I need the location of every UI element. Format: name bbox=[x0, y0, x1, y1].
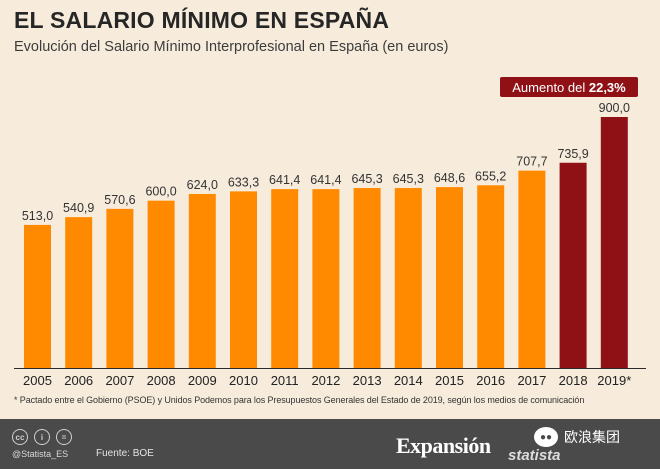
x-tick-label: 2018 bbox=[559, 373, 588, 388]
bar-2013 bbox=[353, 188, 381, 368]
value-label: 707,7 bbox=[516, 155, 547, 169]
statista-handle: @Statista_ES bbox=[12, 449, 69, 459]
bar-2008 bbox=[147, 200, 175, 368]
bar-2016 bbox=[477, 185, 505, 368]
x-tick-label: 2006 bbox=[64, 373, 93, 388]
license-icons: cc i = bbox=[12, 429, 72, 445]
expansion-logo: Expansión bbox=[396, 433, 491, 458]
annotation-value: 22,3% bbox=[589, 80, 626, 95]
x-tick-label: 2005 bbox=[23, 373, 52, 388]
footnote: * Pactado entre el Gobierno (PSOE) y Uni… bbox=[14, 395, 585, 405]
x-tick-label: 2019* bbox=[597, 373, 631, 388]
chart-title: EL SALARIO MÍNIMO EN ESPAÑA bbox=[14, 7, 390, 33]
value-label: 633,3 bbox=[228, 175, 259, 189]
bar-2009 bbox=[188, 193, 216, 368]
x-tick-label: 2014 bbox=[394, 373, 423, 388]
value-label: 900,0 bbox=[599, 101, 630, 115]
footer-bar: cc i = @Statista_ES Fuente: BOE Expansió… bbox=[0, 419, 660, 469]
cc-license-icon: cc bbox=[12, 429, 28, 445]
attribution-icon: i bbox=[34, 429, 50, 445]
x-tick-label: 2011 bbox=[271, 373, 299, 388]
value-label: 648,6 bbox=[434, 171, 465, 185]
annotation-prefix: Aumento del bbox=[512, 80, 589, 95]
x-tick-label: 2009 bbox=[188, 373, 217, 388]
x-tick-label: 2010 bbox=[229, 373, 258, 388]
value-label: 540,9 bbox=[63, 201, 94, 215]
bar-2017 bbox=[518, 170, 546, 368]
value-label: 645,3 bbox=[351, 172, 382, 186]
wechat-icon: ●● bbox=[534, 427, 558, 447]
wechat-account-name: 欧浪集团 bbox=[564, 430, 620, 446]
value-label: 655,2 bbox=[475, 169, 506, 183]
x-tick-label: 2015 bbox=[435, 373, 464, 388]
bar-2010 bbox=[230, 191, 257, 368]
x-tick-label: 2013 bbox=[353, 373, 382, 388]
x-tick-label: 2016 bbox=[476, 373, 505, 388]
value-label: 641,4 bbox=[310, 173, 341, 187]
x-tick-label: 2017 bbox=[517, 373, 546, 388]
chart-subtitle: Evolución del Salario Mínimo Interprofes… bbox=[14, 39, 449, 55]
x-tick-label: 2008 bbox=[147, 373, 176, 388]
bar-2019 bbox=[600, 117, 628, 368]
bar-2011 bbox=[271, 189, 299, 368]
value-label: 645,3 bbox=[393, 172, 424, 186]
bar-2012 bbox=[312, 189, 340, 368]
annotation-text: Aumento del 22,3% bbox=[512, 80, 626, 95]
increase-annotation: Aumento del 22,3% bbox=[500, 77, 638, 97]
bar-2018 bbox=[559, 162, 587, 368]
value-label: 641,4 bbox=[269, 173, 300, 187]
value-label: 570,6 bbox=[104, 193, 135, 207]
no-derivatives-icon: = bbox=[56, 429, 72, 445]
value-label: 624,0 bbox=[187, 178, 218, 192]
annotation-box bbox=[500, 77, 638, 97]
bar-2015 bbox=[436, 187, 463, 368]
value-label: 513,0 bbox=[22, 209, 53, 223]
wechat-watermark: ●● 欧浪集团 bbox=[534, 427, 620, 447]
statista-logo: statista bbox=[508, 447, 561, 464]
x-tick-label: 2007 bbox=[105, 373, 134, 388]
bar-2014 bbox=[394, 188, 422, 368]
x-tick-label: 2012 bbox=[311, 373, 340, 388]
bar-2005 bbox=[24, 224, 51, 368]
value-label: 735,9 bbox=[557, 147, 588, 161]
source-text: Fuente: BOE bbox=[96, 448, 154, 459]
value-label: 600,0 bbox=[145, 185, 176, 199]
bar-2007 bbox=[106, 208, 134, 368]
bar-2006 bbox=[65, 217, 93, 368]
bar-chart: 513,0 540,9 570,6 600,0 624,0 633,3 641,4 641,4… bbox=[14, 77, 646, 388]
